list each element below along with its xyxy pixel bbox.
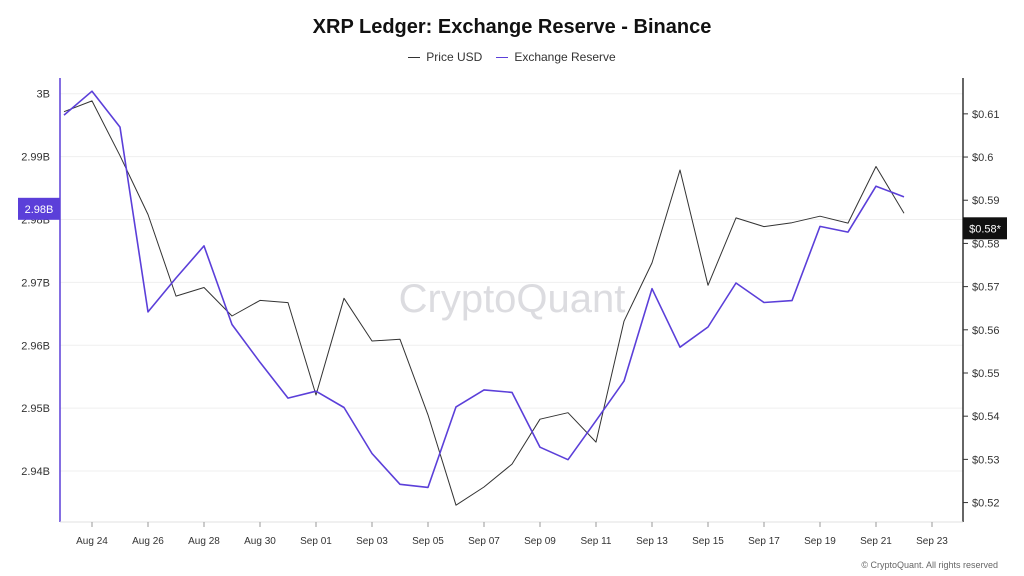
x-tick-label: Sep 09 (524, 536, 556, 547)
right-tick-label: $0.54 (972, 411, 1000, 423)
x-tick-label: Aug 24 (76, 536, 108, 547)
right-tick-label: $0.57 (972, 282, 1000, 294)
x-tick-label: Sep 13 (636, 536, 668, 547)
x-tick-label: Sep 03 (356, 536, 388, 547)
legend-label-price: Price USD (426, 50, 483, 64)
right-tick-label: $0.6 (972, 152, 993, 164)
x-tick-label: Aug 30 (244, 536, 276, 547)
legend-label-reserve: Exchange Reserve (514, 50, 616, 64)
series-line-price (63, 100, 905, 506)
x-tick-label: Sep 07 (468, 536, 500, 547)
x-tick-label: Aug 28 (188, 536, 220, 547)
left-tick-label: 2.97B (21, 277, 50, 289)
right-tick-label: $0.59 (972, 195, 1000, 207)
left-tick-label: 2.95B (21, 403, 50, 415)
legend-swatch-price (408, 56, 421, 58)
chart-legend: Price USD Exchange Reserve (0, 50, 1024, 64)
right-tick-label: $0.58 (972, 238, 1000, 250)
footer-credit: © CryptoQuant. All rights reserved (861, 560, 998, 570)
right-tick-label: $0.55 (972, 368, 1000, 380)
right-tick-label: $0.52 (972, 498, 1000, 510)
left-tick-label: 2.96B (21, 340, 50, 352)
legend-item-reserve[interactable]: Exchange Reserve (496, 50, 616, 64)
x-tick-label: Sep 05 (412, 536, 444, 547)
left-tick-label: 2.94B (21, 466, 50, 478)
right-tick-label: $0.56 (972, 325, 1000, 337)
reserve-current-label: 2.98B (25, 204, 54, 216)
x-tick-label: Sep 11 (581, 536, 612, 547)
chart-title: XRP Ledger: Exchange Reserve - Binance (312, 16, 712, 38)
x-tick-label: Sep 23 (916, 536, 948, 547)
legend-swatch-reserve (496, 56, 509, 58)
left-tick-label: 3B (37, 89, 50, 101)
right-tick-label: $0.53 (972, 454, 1000, 466)
x-tick-label: Sep 01 (300, 536, 332, 547)
x-tick-label: Sep 19 (804, 536, 836, 547)
left-tick-label: 2.99B (21, 152, 50, 164)
watermark: CryptoQuant (399, 277, 626, 321)
price-current-badge (963, 217, 1007, 240)
legend-item-price[interactable]: Price USD (408, 50, 482, 64)
x-tick-label: Sep 17 (748, 536, 780, 547)
x-tick-label: Sep 21 (860, 536, 892, 547)
series-line-reserve (63, 90, 905, 489)
reserve-current-badge (18, 197, 60, 220)
x-tick-label: Sep 15 (692, 536, 724, 547)
right-tick-label: $0.61 (972, 109, 1000, 121)
price-current-label: $0.58* (969, 223, 1002, 235)
x-tick-label: Aug 26 (132, 536, 164, 547)
